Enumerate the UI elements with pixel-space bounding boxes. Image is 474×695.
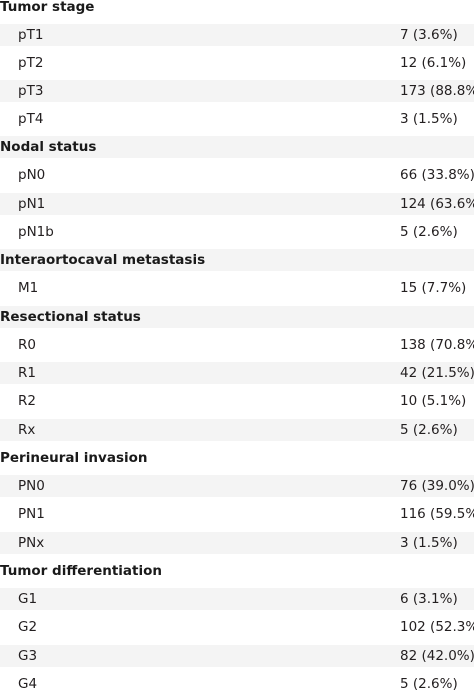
section-header-tumor-stage: Tumor stage	[0, 0, 474, 18]
row-label: pT4	[18, 111, 44, 127]
table-row: pN1 124 (63.6%)	[0, 193, 474, 215]
section-header-resectional-status: Resectional status	[0, 306, 474, 328]
row-value: 5 (2.6%)	[400, 422, 458, 438]
row-label: G1	[18, 591, 38, 607]
row-value: 6 (3.1%)	[400, 591, 458, 607]
row-label: pT1	[18, 27, 44, 43]
table-row: pT2 12 (6.1%)	[0, 52, 474, 74]
row-label: R0	[18, 337, 36, 353]
row-value: 5 (2.6%)	[400, 676, 458, 692]
section-header-tumor-differentiation: Tumor differentiation	[0, 560, 474, 582]
row-value: 15 (7.7%)	[400, 280, 467, 296]
table-row: R2 10 (5.1%)	[0, 390, 474, 412]
section-header-nodal-status: Nodal status	[0, 136, 474, 158]
row-label: pN1b	[18, 224, 54, 240]
row-value: 138 (70.8%)	[400, 337, 474, 353]
row-value: 76 (39.0%)	[400, 478, 474, 494]
row-label: pN1	[18, 196, 46, 212]
row-label: M1	[18, 280, 39, 296]
row-value: 7 (3.6%)	[400, 27, 458, 43]
row-value: 12 (6.1%)	[400, 55, 467, 71]
row-value: 42 (21.5%)	[400, 365, 474, 381]
row-label: G4	[18, 676, 38, 692]
row-label: G3	[18, 648, 38, 664]
row-value: 5 (2.6%)	[400, 224, 458, 240]
row-label: Rx	[18, 422, 36, 438]
table-row: pT3 173 (88.8%)	[0, 80, 474, 102]
table-row: G2 102 (52.3%)	[0, 616, 474, 638]
section-title: Tumor differentiation	[0, 563, 162, 579]
section-title: Perineural invasion	[0, 450, 148, 466]
row-value: 116 (59.5%)	[400, 506, 474, 522]
row-value: 66 (33.8%)	[400, 167, 474, 183]
section-header-interaortocaval-metastasis: Interaortocaval metastasis	[0, 249, 474, 271]
row-value: 3 (1.5%)	[400, 535, 458, 551]
table-row: G1 6 (3.1%)	[0, 588, 474, 610]
row-label: R1	[18, 365, 36, 381]
table-row: PNx 3 (1.5%)	[0, 532, 474, 554]
row-value: 10 (5.1%)	[400, 393, 467, 409]
row-label: R2	[18, 393, 36, 409]
section-title: Tumor stage	[0, 0, 95, 15]
table-row: pT1 7 (3.6%)	[0, 24, 474, 46]
row-label: PN1	[18, 506, 45, 522]
table-row: R1 42 (21.5%)	[0, 362, 474, 384]
table-row: R0 138 (70.8%)	[0, 334, 474, 356]
row-label: pN0	[18, 167, 46, 183]
row-label: PN0	[18, 478, 45, 494]
row-value: 3 (1.5%)	[400, 111, 458, 127]
section-title: Resectional status	[0, 309, 141, 325]
row-label: pT2	[18, 55, 44, 71]
section-title: Interaortocaval metastasis	[0, 252, 206, 268]
section-header-perineural-invasion: Perineural invasion	[0, 447, 474, 469]
row-value: 82 (42.0%)	[400, 648, 474, 664]
row-label: PNx	[18, 535, 45, 551]
table-row: pN0 66 (33.8%)	[0, 164, 474, 186]
table-row: M1 15 (7.7%)	[0, 277, 474, 299]
table-row: Rx 5 (2.6%)	[0, 419, 474, 441]
table-row: pN1b 5 (2.6%)	[0, 221, 474, 243]
table-row: pT4 3 (1.5%)	[0, 108, 474, 130]
row-value: 124 (63.6%)	[400, 196, 474, 212]
row-value: 102 (52.3%)	[400, 619, 474, 635]
row-label: G2	[18, 619, 38, 635]
table-row: PN1 116 (59.5%)	[0, 503, 474, 525]
row-value: 173 (88.8%)	[400, 83, 474, 99]
row-label: pT3	[18, 83, 44, 99]
table-row: G3 82 (42.0%)	[0, 645, 474, 667]
table-row: PN0 76 (39.0%)	[0, 475, 474, 497]
section-title: Nodal status	[0, 139, 97, 155]
table-row: G4 5 (2.6%)	[0, 673, 474, 695]
